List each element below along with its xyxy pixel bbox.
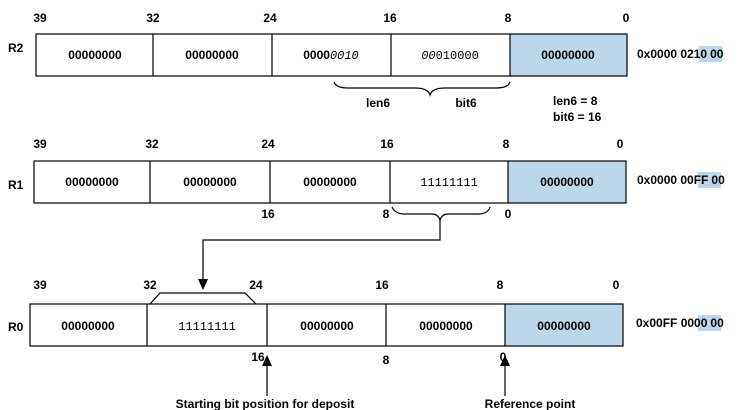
r0-hex-tail-bg xyxy=(698,315,721,331)
r2-note-bit6: bit6 = 16 xyxy=(553,110,602,124)
r2-field-23-16: 00000010 xyxy=(303,48,359,63)
r0-register-name: R0 xyxy=(8,320,24,334)
r1-bit-label-24: 24 xyxy=(261,137,275,151)
r2-field-15-8-low: 010000 xyxy=(436,49,479,63)
deposit-pointer-arrow xyxy=(262,355,272,366)
register-r1: 39 32 24 16 8 0 R1 00000000 00000000 000… xyxy=(8,137,725,222)
r1-field-39-32: 00000000 xyxy=(65,175,119,189)
r0-below-label-16: 16 xyxy=(251,350,265,364)
r2-bit-label-8: 8 xyxy=(505,11,512,25)
deposit-caption: Starting bit position for deposit xyxy=(176,397,355,410)
r0-hex-main: 0x00FF 0000 xyxy=(636,316,708,330)
r1-bit-label-39: 39 xyxy=(33,137,47,151)
r0-hex-value: 0x00FF 0000 00 xyxy=(636,316,724,330)
r2-bit-label-32: 32 xyxy=(146,11,160,25)
r2-brace-label-bit6: bit6 xyxy=(455,96,477,110)
r0-field-39-32: 00000000 xyxy=(61,319,115,333)
register-r2: 39 32 24 16 8 0 R2 00000000 00000000 000… xyxy=(8,11,724,124)
r1-register-box xyxy=(33,160,627,204)
r0-bit-label-0: 0 xyxy=(613,278,620,292)
r0-bit-label-32: 32 xyxy=(143,278,157,292)
r0-bit-label-39: 39 xyxy=(33,278,47,292)
deposit-arrow-head xyxy=(198,279,208,290)
r2-field-23-16-low: 0010 xyxy=(330,49,359,63)
r1-hex-tail-bg xyxy=(698,172,721,188)
r2-highlight-cell xyxy=(510,34,627,76)
deposit-connector-line xyxy=(202,220,441,280)
r0-register-box xyxy=(29,303,624,347)
r2-hex-tail: 00 xyxy=(710,47,724,61)
r0-field-15-8: 00000000 xyxy=(419,319,473,333)
r2-bit-label-39: 39 xyxy=(33,11,47,25)
r2-field-15-8: 00010000 xyxy=(421,49,479,63)
r0-deposit-brace xyxy=(149,292,257,305)
r2-register-box xyxy=(35,33,628,77)
r1-bit-label-32: 32 xyxy=(145,137,159,151)
r2-register-name: R2 xyxy=(8,41,24,55)
r2-field-31-24: 00000000 xyxy=(185,48,239,62)
reference-pointer-arrow xyxy=(500,355,510,366)
r1-field-7-0: 00000000 xyxy=(540,175,594,189)
r0-bit-label-16: 16 xyxy=(375,278,389,292)
r1-below-label-16: 16 xyxy=(261,207,275,221)
r0-hex-tail: 00 xyxy=(710,316,724,330)
r0-below-label-0: 0 xyxy=(500,350,507,364)
r1-field-31-24: 00000000 xyxy=(183,175,237,189)
r2-field-39-32: 00000000 xyxy=(68,48,122,62)
r1-bit-label-16: 16 xyxy=(380,137,394,151)
r1-bit-label-0: 0 xyxy=(617,137,624,151)
register-r0: 39 32 24 16 8 0 R0 00000000 11111111 000… xyxy=(8,278,724,367)
r2-note-len6: len6 = 8 xyxy=(553,94,598,108)
r1-field-23-16: 00000000 xyxy=(303,175,357,189)
r1-hex-value: 0x0000 00FF 00 xyxy=(637,173,725,187)
r1-hex-tail: 00 xyxy=(711,173,725,187)
r0-bit-label-24: 24 xyxy=(249,278,263,292)
r2-hex-value: 0x0000 0210 00 xyxy=(637,47,724,61)
r0-field-7-0: 00000000 xyxy=(537,319,591,333)
r0-highlight-cell xyxy=(505,304,623,346)
r1-below-label-8: 8 xyxy=(383,207,390,221)
r2-field-braces xyxy=(333,81,511,98)
r2-bit-label-24: 24 xyxy=(263,11,277,25)
r2-bit-label-16: 16 xyxy=(383,11,397,25)
r1-source-brace xyxy=(391,206,491,222)
reference-caption: Reference point xyxy=(485,397,576,410)
r0-field-23-16: 00000000 xyxy=(300,319,354,333)
r2-brace-label-len6: len6 xyxy=(366,96,390,110)
r2-hex-main: 0x0000 0210 xyxy=(637,47,707,61)
r2-hex-tail-bg xyxy=(699,46,722,62)
r1-register-name: R1 xyxy=(8,178,24,192)
r1-hex-main: 0x0000 00FF xyxy=(637,173,708,187)
r2-bit-label-0: 0 xyxy=(623,11,630,25)
r2-field-23-16-high: 0000 xyxy=(303,48,330,62)
r0-field-31-24: 11111111 xyxy=(178,320,236,334)
r1-bit-label-8: 8 xyxy=(503,137,510,151)
r1-below-label-0: 0 xyxy=(505,207,512,221)
r1-field-15-8: 11111111 xyxy=(420,176,478,190)
r1-highlight-cell xyxy=(508,161,626,203)
r0-bit-label-8: 8 xyxy=(497,278,504,292)
r2-field-15-8-high: 00 xyxy=(421,49,435,63)
r0-below-label-8: 8 xyxy=(383,353,390,367)
r2-field-7-0: 00000000 xyxy=(541,48,595,62)
